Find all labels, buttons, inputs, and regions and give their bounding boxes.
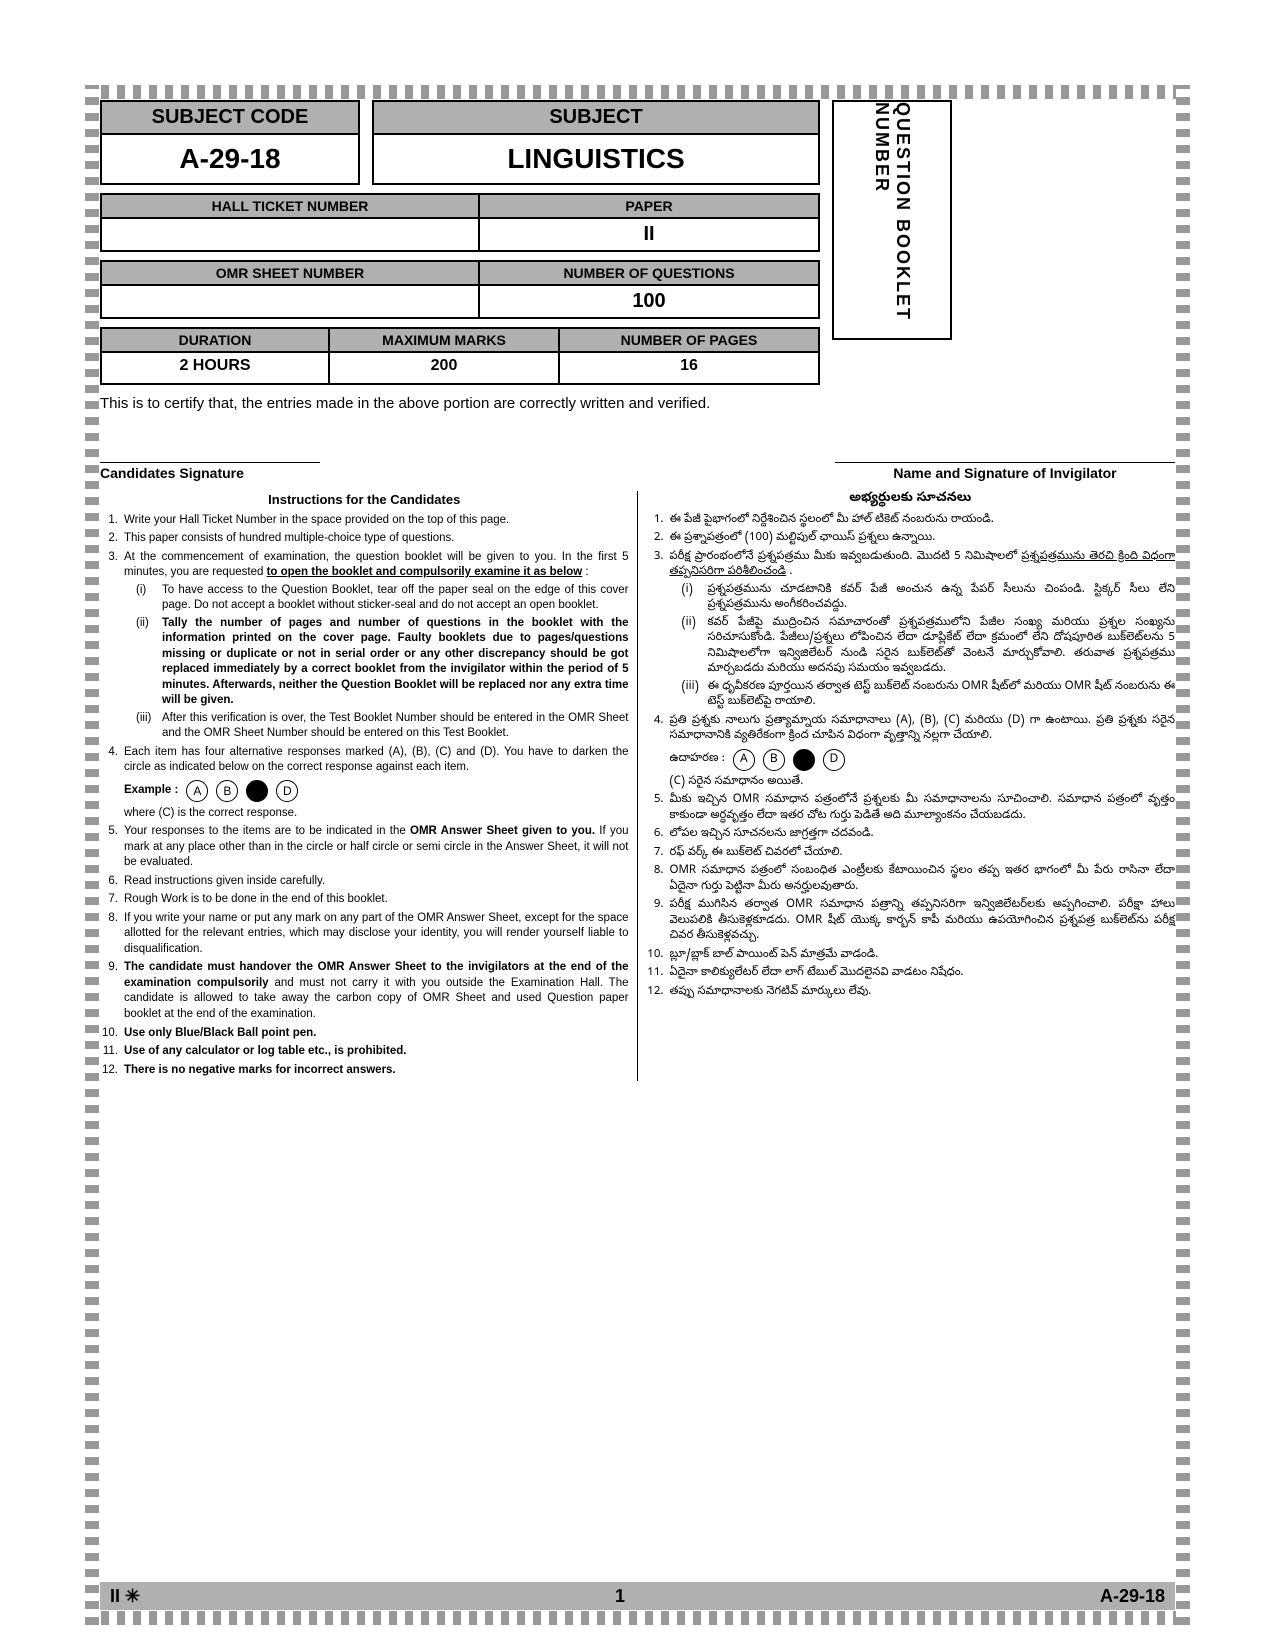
en-4: Each item has four alternative responses… [124,745,629,776]
num-pages-box: NUMBER OF PAGES 16 [560,327,820,385]
subject-code-value: A-29-18 [102,135,358,183]
instructions-telugu: అభ్యర్థులకు సూచనలు 1.ఈ పేజీ పైభాగంలో నిర… [638,491,1176,1081]
te-1: ఈ పేజీ పైభాగంలో నిర్దేశించిన స్థలంలో మీ … [670,513,1176,529]
omr-value[interactable] [102,286,478,316]
option-a: A [186,780,208,802]
max-marks-box: MAXIMUM MARKS 200 [330,327,560,385]
instructions-title-te: అభ్యర్థులకు సూచనలు [646,491,1176,509]
en-3-2: Tally the number of pages and number of … [162,616,629,709]
decorative-border-top [85,85,1190,99]
question-booklet-number-box: QUESTION BOOKLET NUMBER [832,100,952,340]
en-3-1: To have access to the Question Booklet, … [162,583,629,614]
num-questions-value: 100 [480,286,818,317]
max-marks-value: 200 [330,353,558,383]
te-3-1: ప్రశ్నపత్రమును చూడటానికి కవర్ పేజీ అంచున… [708,583,1176,614]
subject-value: LINGUISTICS [374,135,818,183]
paper-label: PAPER [480,195,818,219]
certify-text: This is to certify that, the entries mad… [100,395,1175,412]
signature-row: Candidates Signature Name and Signature … [100,462,1175,481]
en-10: Use only Blue/Black Ball point pen. [124,1026,629,1042]
page: SUBJECT CODE A-29-18 SUBJECT LINGUISTICS… [0,0,1275,1650]
hall-ticket-value[interactable] [102,219,478,249]
option-c-filled [246,780,268,802]
en-3: At the commencement of examination, the … [124,550,629,742]
omr-label: OMR SHEET NUMBER [102,262,478,286]
te-2: ఈ ప్రశ్నాపత్రంలో (100) మల్టిపుల్ ఛాయిస్ … [670,531,1176,547]
hall-ticket-box: HALL TICKET NUMBER [100,193,480,252]
duration-label: DURATION [102,329,328,353]
content-area: SUBJECT CODE A-29-18 SUBJECT LINGUISTICS… [100,100,1175,1610]
example-en: Example : A B D [124,780,629,802]
te-7: రఫ్ వర్క్ ఈ బుక్‌లెట్ చివరలో చేయాలి. [670,846,1176,862]
num-questions-label: NUMBER OF QUESTIONS [480,262,818,286]
subject-label: SUBJECT [374,102,818,135]
en-2: This paper consists of hundred multiple-… [124,531,629,547]
en-3-3: After this verification is over, the Tes… [162,711,629,742]
te-8: OMR సమాధాన పత్రంలో సంబంధిత ఎంట్రీలకు కేట… [670,864,1176,895]
en-6: Read instructions given inside carefully… [124,874,629,890]
te-10: బ్లూ/బ్లాక్ బాల్ పాయింట్ పెన్ మాత్రమే వా… [670,948,1176,964]
en-7: Rough Work is to be done in the end of t… [124,892,629,908]
te-12: తప్పు సమాధానాలకు నెగటివ్ మార్కులు లేవు. [670,985,1176,1001]
footer-bar: II ✳ 1 A-29-18 [100,1582,1175,1610]
en-9: The candidate must handover the OMR Answ… [124,960,629,1022]
num-questions-box: NUMBER OF QUESTIONS 100 [480,260,820,319]
example-label-en: Example : [124,783,178,799]
te-3-3: ఈ ధృవీకరణ పూర్తయిన తర్వాత టెస్ట్ బుక్‌లె… [708,680,1176,711]
option-b: B [216,780,238,802]
duration-value: 2 HOURS [102,353,328,383]
te-3: పరీక్ష ప్రారంభంలోనే ప్రశ్నపత్రము మీకు ఇవ… [670,550,1176,711]
invigilator-signature-label: Name and Signature of Invigilator [835,462,1175,481]
te-4: ప్రతి ప్రశ్నకు నాలుగు ప్రత్యామ్నాయ సమాధా… [670,714,1176,745]
example-label-te: ఉదాహరణ : [670,752,725,768]
candidate-signature-label: Candidates Signature [100,462,320,481]
option-a-te: A [733,749,755,771]
en-1: Write your Hall Ticket Number in the spa… [124,513,629,529]
te-4b: (C) సరైన సమాధానం అయితే. [670,775,1176,791]
te-11: ఏదైనా కాలిక్యులేటర్ లేదా లాగ్ టేబుల్ మొద… [670,966,1176,982]
te-6: లోపల ఇచ్చిన సూచనలను జాగ్రత్తగా చదవండి. [670,827,1176,843]
te-3-2: కవర్ పేజీపై ముద్రించిన సమాచారంతో ప్రశ్నప… [708,616,1176,678]
en-12: There is no negative marks for incorrect… [124,1063,629,1079]
max-marks-label: MAXIMUM MARKS [330,329,558,353]
info-boxes: SUBJECT CODE A-29-18 SUBJECT LINGUISTICS… [100,100,820,385]
subject-code-box: SUBJECT CODE A-29-18 [100,100,360,185]
hall-ticket-label: HALL TICKET NUMBER [102,195,478,219]
en-11: Use of any calculator or log table etc.,… [124,1044,629,1060]
subject-code-label: SUBJECT CODE [102,102,358,135]
en-4b: where (C) is the correct response. [124,806,629,822]
instructions-section: Instructions for the Candidates 1.Write … [100,491,1175,1081]
footer-right: A-29-18 [1100,1586,1165,1607]
decorative-border-left [85,85,99,1625]
top-section: SUBJECT CODE A-29-18 SUBJECT LINGUISTICS… [100,100,1175,385]
duration-box: DURATION 2 HOURS [100,327,330,385]
example-te: ఉదాహరణ : A B D [670,749,1176,771]
te-9: పరీక్ష ముగిసిన తర్వాత OMR సమాధాన పత్రాన్… [670,898,1176,945]
option-b-te: B [763,749,785,771]
option-c-filled-te [793,749,815,771]
paper-box: PAPER II [480,193,820,252]
en-8: If you write your name or put any mark o… [124,911,629,958]
question-booklet-number-label: QUESTION BOOKLET NUMBER [871,102,913,338]
instructions-english: Instructions for the Candidates 1.Write … [100,491,638,1081]
footer-page-number: 1 [615,1586,625,1607]
instructions-title-en: Instructions for the Candidates [100,491,629,509]
decorative-border-right [1176,85,1190,1625]
subject-box: SUBJECT LINGUISTICS [372,100,820,185]
footer-left: II ✳ [110,1586,140,1607]
en-5: Your responses to the items are to be in… [124,824,629,871]
option-d: D [276,780,298,802]
te-5: మీకు ఇచ్చిన OMR సమాధాన పత్రంలోనే ప్రశ్నల… [670,793,1176,824]
omr-box: OMR SHEET NUMBER [100,260,480,319]
num-pages-label: NUMBER OF PAGES [560,329,818,353]
paper-value: II [480,219,818,250]
decorative-border-bottom [85,1611,1190,1625]
num-pages-value: 16 [560,353,818,383]
option-d-te: D [823,749,845,771]
